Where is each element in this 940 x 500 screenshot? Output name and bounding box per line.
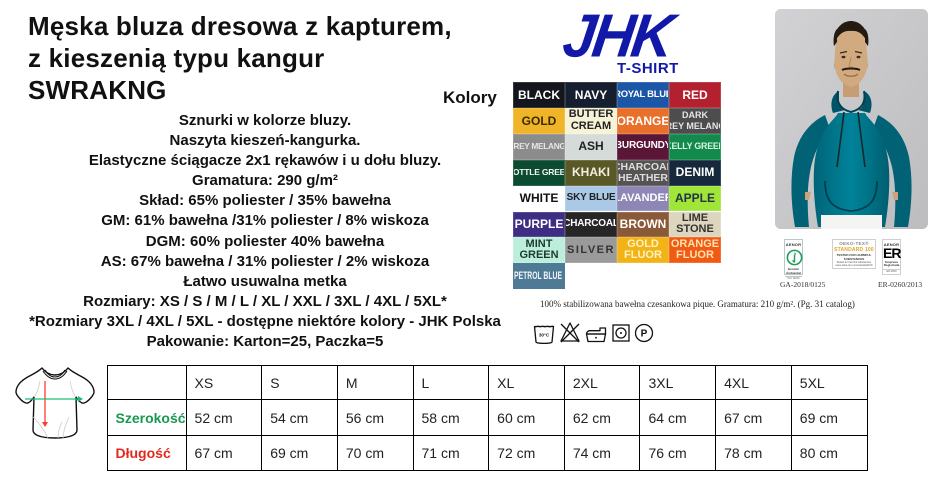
svg-text:P: P <box>641 328 648 339</box>
svg-text:30°C: 30°C <box>539 333 550 338</box>
